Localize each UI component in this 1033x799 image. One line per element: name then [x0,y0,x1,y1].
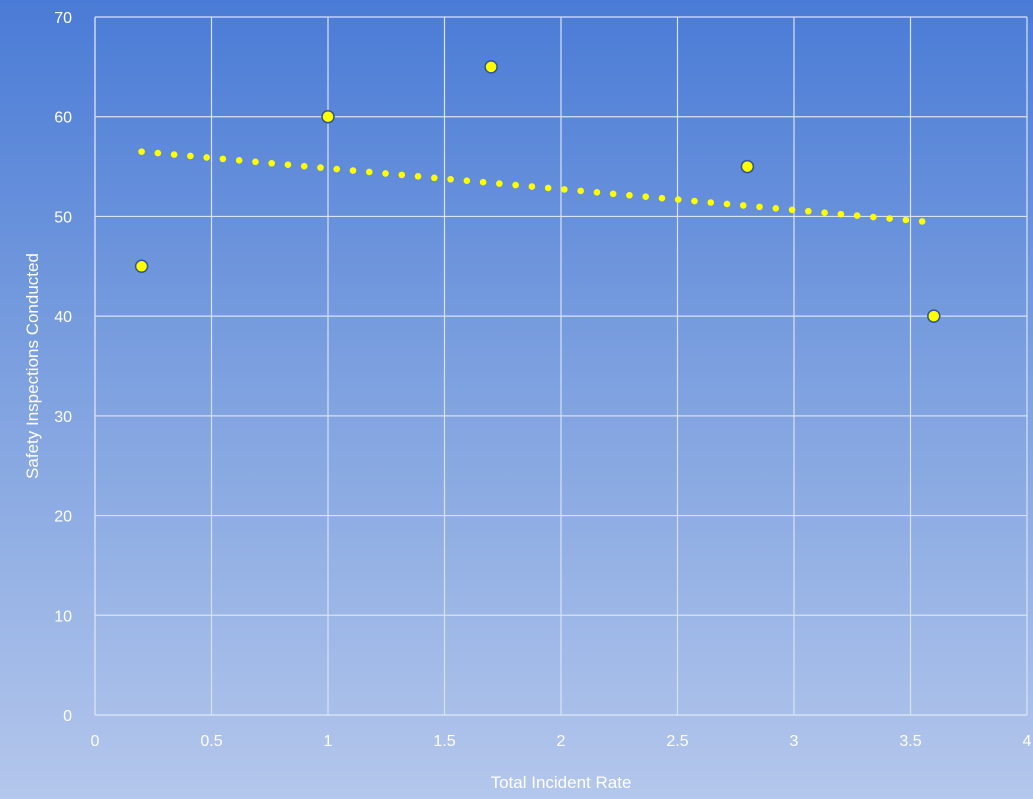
y-tick-label: 60 [54,110,72,127]
trendline-dot [870,213,877,221]
trendline-dot [707,199,715,206]
trendline-dot [788,206,796,214]
trendline-dot [300,162,308,170]
trendline-dot [821,209,828,216]
trendline-dot [593,189,601,196]
trendline-dot [252,158,259,166]
x-tick-label: 0.5 [200,733,222,750]
trendline-dot [544,184,552,192]
trendline-dot [365,168,373,176]
trendline-dot [902,216,910,224]
trendline-dot [772,205,780,212]
trendline-dot [187,152,194,160]
trendline-dot [382,170,389,177]
x-tick-label: 1 [324,733,333,750]
trendline-dot [918,218,926,225]
trendline-dot [886,215,893,222]
data-point [321,109,335,124]
y-tick-label: 50 [54,209,72,226]
x-tick-label: 3.5 [899,733,921,750]
trendline-dot [414,173,422,180]
y-tick-label: 70 [54,10,72,27]
x-tick-label: 2.5 [666,733,688,750]
trendline-dot [138,148,145,155]
trendline-dot [398,171,406,179]
chart-grid [94,16,1028,716]
trendline-dot [853,212,861,219]
data-point [134,259,149,274]
y-tick-label: 0 [63,708,72,725]
trendline [138,148,926,225]
trendline-dot [805,207,812,215]
trendline-dot [496,180,503,187]
trendline-dot [609,190,617,198]
x-tick-label: 4 [1023,733,1032,750]
trendline-dot [447,175,454,183]
trendline-dot [268,159,275,167]
trendline-dot [463,177,471,184]
trendline-dot [691,197,698,205]
x-tick-label: 0 [91,733,100,750]
trendline-dot [431,174,438,182]
trendline-dot [723,200,731,208]
trendline-dot [170,151,178,158]
trendline-dot [528,183,536,190]
trendline-dot [203,154,210,161]
y-axis-ticks: 0 10 20 30 40 50 60 70 [54,10,72,725]
trendline-dot [756,203,763,211]
y-tick-label: 10 [54,608,72,625]
trendline-dot [739,202,747,209]
trendline-dot [284,161,292,169]
x-axis-title: Total Incident Rate [491,773,632,792]
trendline-dot [154,149,162,157]
y-tick-label: 20 [54,509,72,526]
x-tick-label: 2 [557,733,566,750]
y-tick-label: 40 [54,309,72,326]
trendline-dot [837,210,845,218]
x-axis-ticks: 0 0.5 1 1.5 2 2.5 3 3.5 4 [91,733,1032,750]
y-axis-title: Safety Inspections Conducted [23,253,42,479]
data-point [740,159,755,174]
x-tick-label: 3 [790,733,799,750]
data-point [484,60,498,74]
x-tick-label: 1.5 [433,733,455,750]
trendline-dot [317,164,324,171]
trendline-dot [219,155,227,163]
trendline-dot [235,157,243,164]
trendline-dot [658,194,666,202]
y-tick-label: 30 [54,409,72,426]
trendline-dot [674,196,682,203]
trendline-dot [479,178,487,186]
trendline-dot [512,181,519,189]
trendline-dot [561,186,568,193]
trendline-dot [349,167,357,174]
trendline-dot [333,165,341,173]
data-point [927,309,941,323]
trendline-dot [577,187,584,195]
trendline-dot [642,193,650,200]
trendline-dot [626,191,633,199]
data-points [134,60,941,323]
